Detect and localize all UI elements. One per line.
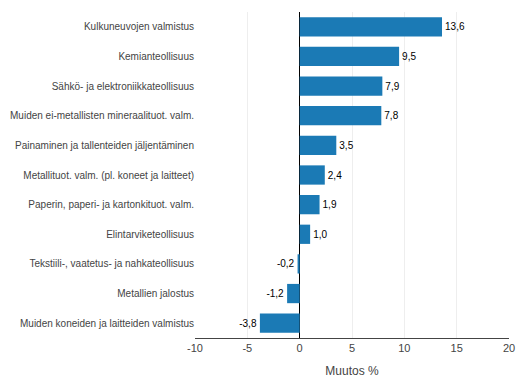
svg-text:Painaminen ja tallenteiden jäl: Painaminen ja tallenteiden jäljentäminen: [15, 140, 194, 151]
svg-text:Kulkuneuvojen valmistus: Kulkuneuvojen valmistus: [84, 21, 194, 32]
svg-text:2,4: 2,4: [328, 170, 342, 181]
svg-text:7,8: 7,8: [384, 110, 398, 121]
svg-text:Elintarviketeollisuus: Elintarviketeollisuus: [106, 229, 194, 240]
svg-text:-0,2: -0,2: [277, 258, 295, 269]
svg-text:-10: -10: [187, 342, 203, 354]
svg-text:3,5: 3,5: [339, 140, 353, 151]
svg-text:Metallituot. valm. (pl. koneet: Metallituot. valm. (pl. koneet ja laitte…: [23, 170, 194, 181]
svg-text:5: 5: [349, 342, 355, 354]
svg-text:-1,2: -1,2: [266, 288, 284, 299]
svg-text:9,5: 9,5: [402, 51, 416, 62]
svg-text:13,6: 13,6: [445, 21, 465, 32]
svg-text:Tekstiili-, vaatetus- ja nahka: Tekstiili-, vaatetus- ja nahkateollisuus: [29, 258, 194, 269]
svg-text:-3,8: -3,8: [239, 318, 257, 329]
svg-text:Sähkö- ja elektroniikkateollis: Sähkö- ja elektroniikkateollisuus: [52, 81, 194, 92]
svg-text:-5: -5: [242, 342, 252, 354]
svg-text:Metallien jalostus: Metallien jalostus: [117, 288, 194, 299]
svg-text:1,0: 1,0: [313, 229, 327, 240]
svg-text:10: 10: [398, 342, 410, 354]
svg-text:1,9: 1,9: [323, 199, 337, 210]
svg-text:Paperin, paperi- ja kartonkitu: Paperin, paperi- ja kartonkituot. valm.: [28, 199, 194, 210]
svg-text:7,9: 7,9: [385, 81, 399, 92]
svg-text:Muutos %: Muutos %: [325, 364, 379, 378]
svg-text:0: 0: [297, 342, 303, 354]
svg-text:15: 15: [451, 342, 463, 354]
svg-text:Kemianteollisuus: Kemianteollisuus: [118, 51, 194, 62]
svg-text:20: 20: [503, 342, 515, 354]
svg-text:Muiden ei-metallisten mineraal: Muiden ei-metallisten mineraalituot. val…: [10, 110, 194, 121]
svg-text:Muiden koneiden ja laitteiden: Muiden koneiden ja laitteiden valmistus: [20, 318, 194, 329]
